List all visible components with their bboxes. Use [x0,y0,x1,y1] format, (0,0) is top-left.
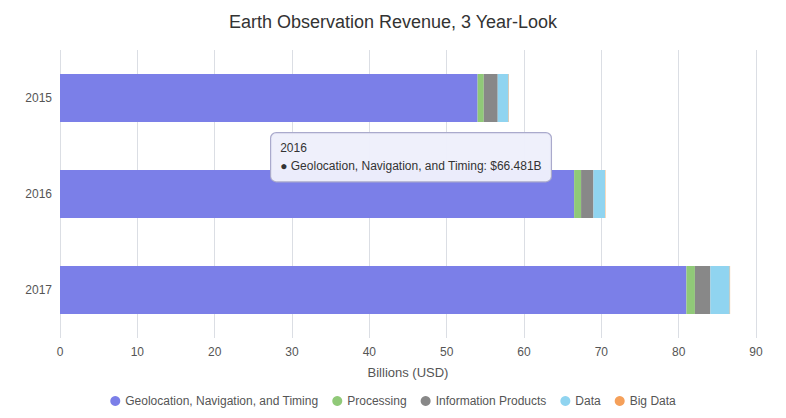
svg-text:50: 50 [440,345,454,359]
svg-text:Processing: Processing [347,394,406,408]
svg-text:Earth Observation Revenue, 3 Y: Earth Observation Revenue, 3 Year-Look [229,12,558,32]
svg-text:90: 90 [749,345,763,359]
svg-text:Big Data: Big Data [630,394,676,408]
svg-text:Information Products: Information Products [436,394,547,408]
svg-text:20: 20 [208,345,222,359]
svg-text:2016: 2016 [280,141,307,155]
svg-text:30: 30 [285,345,299,359]
svg-text:0: 0 [57,345,64,359]
svg-text:● Geolocation, Navigation, and: ● Geolocation, Navigation, and Timing: $… [280,159,541,173]
svg-text:Geolocation, Navigation, and T: Geolocation, Navigation, and Timing [125,394,318,408]
svg-text:2016: 2016 [25,187,52,201]
svg-text:10: 10 [131,345,145,359]
svg-text:70: 70 [595,345,609,359]
svg-text:40: 40 [363,345,377,359]
svg-text:Data: Data [575,394,601,408]
svg-text:80: 80 [672,345,686,359]
svg-text:2017: 2017 [25,283,52,297]
svg-text:60: 60 [517,345,531,359]
svg-text:2015: 2015 [25,91,52,105]
svg-text:Billions (USD): Billions (USD) [368,365,449,380]
